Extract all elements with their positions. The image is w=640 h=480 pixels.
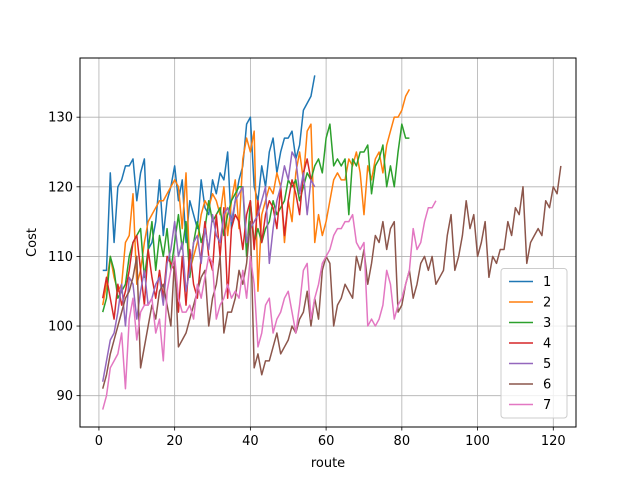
legend-label-2: 2 [543, 296, 551, 311]
series-line-7 [101, 200, 437, 410]
legend-label-3: 3 [543, 316, 551, 331]
y-axis-label: Cost [25, 228, 40, 257]
x-tick-label: 80 [394, 434, 411, 449]
x-tick-label: 40 [242, 434, 259, 449]
x-tick-label: 120 [541, 434, 566, 449]
series-line-2 [101, 88, 411, 306]
y-tick-label: 130 [48, 111, 73, 126]
legend-box [500, 268, 568, 419]
y-tick-label: 120 [48, 180, 73, 195]
series-line-6 [101, 165, 562, 389]
legend-label-5: 5 [543, 357, 551, 372]
x-tick-label: 60 [318, 434, 335, 449]
x-tick-label: 100 [465, 434, 490, 449]
legend-label-4: 4 [543, 337, 551, 352]
axis-ticks: 0 20 40 60 80 100 120 90 100 110 120 130 [48, 111, 566, 449]
y-tick-label: 110 [48, 250, 73, 265]
legend-label-1: 1 [543, 275, 551, 290]
y-tick-label: 100 [48, 320, 73, 335]
legend: 1 2 3 4 5 6 7 [500, 268, 568, 419]
x-tick-label: 20 [166, 434, 183, 449]
series-line-1 [102, 75, 316, 272]
plot-frame [79, 57, 577, 428]
legend-label-7: 7 [543, 398, 551, 413]
legend-label-6: 6 [543, 378, 551, 393]
x-axis-label: route [311, 456, 345, 471]
series-line-3 [101, 123, 410, 313]
x-tick-label: 0 [95, 434, 103, 449]
series-lines [101, 75, 562, 410]
y-tick-label: 90 [56, 389, 73, 404]
